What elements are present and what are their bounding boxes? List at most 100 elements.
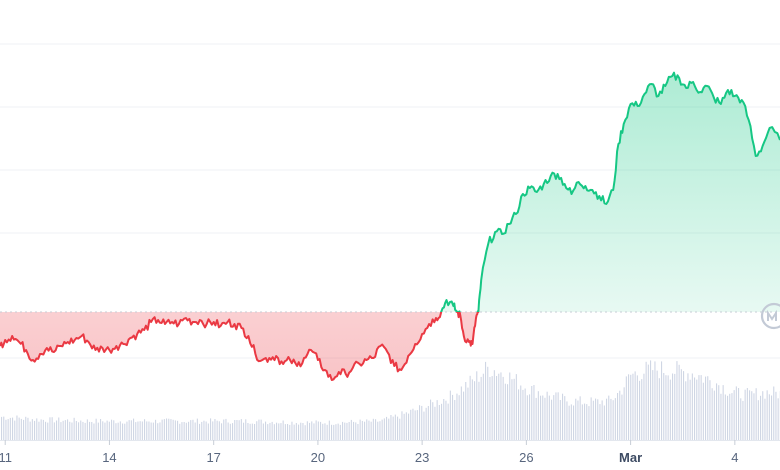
volume-bar — [766, 390, 768, 440]
area-above-baseline — [0, 72, 780, 312]
volume-bar — [432, 402, 434, 440]
volume-bar — [18, 417, 20, 440]
volume-bar — [210, 418, 212, 440]
volume-bar — [676, 361, 678, 440]
volume-bar — [551, 399, 553, 440]
volume-bar — [258, 419, 260, 440]
volume-bar — [408, 413, 410, 440]
volume-bar — [38, 421, 40, 440]
volume-bar — [42, 419, 44, 440]
volume-bar — [628, 374, 630, 440]
volume-bar — [485, 361, 487, 440]
volume-bar — [166, 418, 168, 440]
volume-bar — [419, 405, 421, 440]
volume-bar — [386, 416, 388, 440]
volume-bar — [687, 373, 689, 440]
volume-bar — [562, 393, 564, 440]
volume-bar — [225, 418, 227, 440]
volume-bar — [709, 380, 711, 440]
volume-bar — [460, 386, 462, 440]
volume-bar — [251, 423, 253, 440]
volume-bar — [280, 423, 282, 440]
volume-bar — [86, 419, 88, 440]
volume-bar — [212, 421, 214, 440]
volume-bar — [630, 374, 632, 440]
volume-bar — [401, 411, 403, 440]
volume-bar — [588, 406, 590, 440]
volume-bar — [152, 422, 154, 440]
volume-bar — [397, 416, 399, 440]
volume-bar — [344, 422, 346, 440]
volume-bar — [603, 405, 605, 440]
volume-bar — [353, 421, 355, 440]
volume-bar — [357, 424, 359, 440]
volume-bar — [322, 423, 324, 440]
volume-bar — [199, 423, 201, 440]
volume-bar — [300, 422, 302, 440]
volume-bar — [573, 405, 575, 440]
volume-bar — [216, 420, 218, 440]
volume-bar — [291, 421, 293, 440]
volume-bar — [148, 421, 150, 440]
volume-bar — [185, 422, 187, 440]
volume-bar — [276, 422, 278, 440]
volume-bar — [379, 421, 381, 440]
volume-bar — [502, 376, 504, 440]
volume-bar — [504, 383, 506, 440]
volume-bar — [108, 421, 110, 440]
volume-bar — [104, 422, 106, 440]
volume-bar — [361, 420, 363, 440]
x-tick-label: 26 — [519, 450, 533, 465]
volume-bar — [337, 423, 339, 440]
x-tick-label: 4 — [731, 450, 738, 465]
volume-bar — [634, 371, 636, 440]
volume-bar — [157, 423, 159, 440]
volume-bar — [777, 398, 779, 440]
volume-bar — [749, 390, 751, 440]
volume-bar — [476, 371, 478, 440]
volume-bar — [34, 420, 36, 440]
volume-bar — [405, 412, 407, 440]
volume-bar — [9, 417, 11, 440]
volume-bar — [564, 396, 566, 440]
volume-bar — [733, 390, 735, 440]
volume-bar — [746, 388, 748, 440]
volume-bar — [654, 361, 656, 440]
volume-bar — [240, 419, 242, 440]
volume-bar — [513, 378, 515, 440]
volume-bar — [689, 379, 691, 440]
volume-bar — [247, 423, 249, 440]
volume-bar — [760, 395, 762, 440]
volume-bar — [355, 422, 357, 440]
volume-bar — [764, 398, 766, 440]
volume-bar — [20, 418, 22, 440]
volume-bar — [168, 418, 170, 440]
volume-bar — [724, 394, 726, 440]
volume-bar — [711, 388, 713, 440]
price-area — [0, 72, 780, 380]
volume-bar — [691, 373, 693, 440]
volume-bar — [645, 361, 647, 440]
volume-bar — [106, 420, 108, 440]
volume-bar — [130, 420, 132, 440]
volume-bar — [722, 385, 724, 440]
volume-bar — [69, 421, 71, 440]
volume-bar — [75, 421, 77, 440]
volume-bar — [727, 395, 729, 440]
volume-bar — [557, 392, 559, 440]
volume-bar — [696, 379, 698, 440]
volume-bar — [566, 401, 568, 440]
volume-bar — [139, 421, 141, 440]
volume-bar — [95, 418, 97, 440]
volume-bar — [771, 395, 773, 440]
volume-bars — [1, 360, 780, 440]
volume-bar — [265, 421, 267, 440]
volume-bar — [610, 398, 612, 440]
volume-bar — [238, 420, 240, 440]
volume-bar — [146, 421, 148, 440]
volume-bar — [155, 419, 157, 440]
volume-bar — [174, 420, 176, 440]
volume-bar — [478, 381, 480, 440]
volume-bar — [454, 400, 456, 440]
